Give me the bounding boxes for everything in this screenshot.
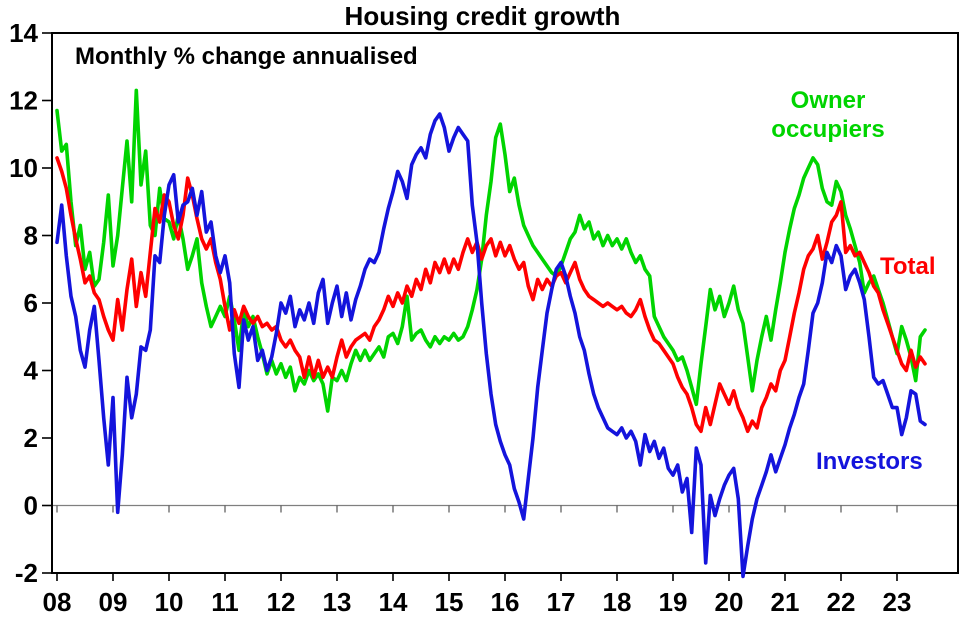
- x-axis-label: 18: [603, 587, 632, 617]
- x-axis-label: 21: [771, 587, 800, 617]
- y-axis-label: 6: [24, 288, 38, 318]
- x-axis-label: 11: [211, 587, 239, 617]
- x-axis-label: 16: [491, 587, 520, 617]
- series-label-investors: Investors: [816, 448, 923, 475]
- y-axis-label: 2: [24, 423, 38, 453]
- y-axis-label: 10: [9, 153, 38, 183]
- series-label-total: Total: [880, 253, 936, 280]
- x-axis-label: 09: [99, 587, 128, 617]
- x-axis-label: 22: [827, 587, 856, 617]
- x-axis-label: 20: [715, 587, 744, 617]
- series-line-investors: [55, 112, 927, 579]
- chart-title: Housing credit growth: [344, 1, 621, 31]
- x-axis-label: 10: [155, 587, 184, 617]
- x-axis-label: 08: [43, 587, 72, 617]
- y-axis-label: 12: [9, 86, 38, 116]
- y-axis-label: 0: [24, 491, 38, 521]
- x-axis-label: 17: [547, 587, 576, 617]
- x-axis-label: 15: [435, 587, 464, 617]
- series-line-total: [55, 156, 927, 434]
- x-axis-label: 19: [659, 587, 688, 617]
- x-axis-label: 13: [323, 587, 352, 617]
- y-axis-label: 4: [24, 356, 39, 386]
- y-axis-label: -2: [15, 558, 38, 588]
- y-axis-label: 8: [24, 221, 38, 251]
- x-axis-label: 12: [267, 587, 296, 617]
- chart-subtitle: Monthly % change annualised: [75, 43, 418, 70]
- x-axis-label: 14: [379, 587, 408, 617]
- y-axis-label: 14: [9, 18, 38, 48]
- series-line-owner-occupiers: [55, 88, 927, 413]
- x-axis-label: 23: [883, 587, 912, 617]
- series-label-owner-occupiers: Owner occupiers: [771, 87, 885, 143]
